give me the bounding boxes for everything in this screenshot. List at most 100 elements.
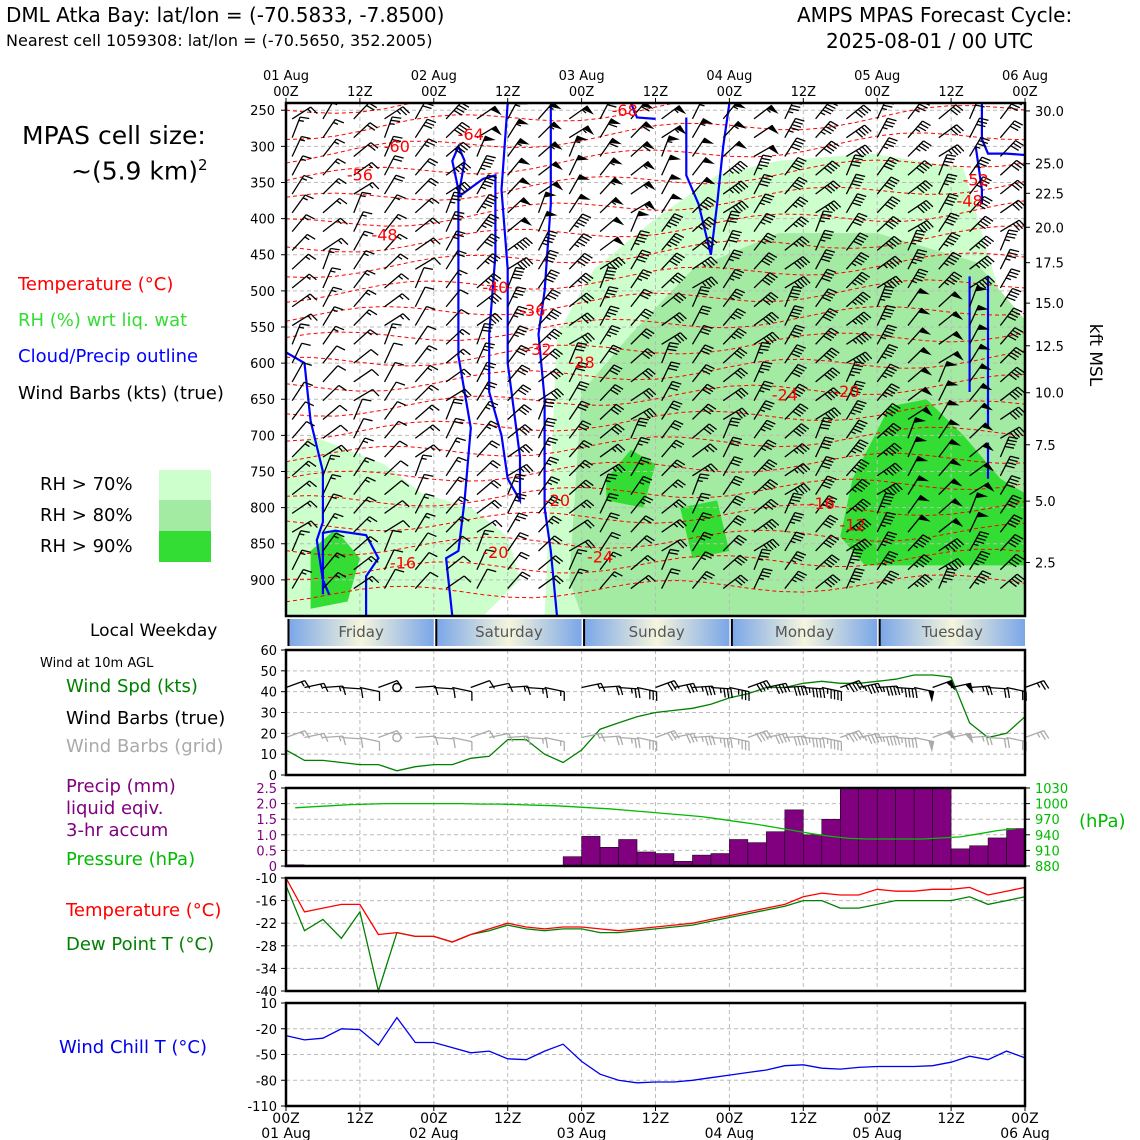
wind-barb-feather [760, 386, 771, 391]
wind-barb-feather [948, 276, 958, 283]
wind-barb-feather [454, 129, 463, 136]
wind-barb-feather [547, 252, 558, 257]
wind-barb [815, 327, 832, 345]
wind-barb-grid-feather [911, 738, 915, 748]
precip-bar [987, 837, 1007, 867]
wind-barb-feather [891, 383, 900, 389]
wind-barb-feather [335, 532, 345, 538]
wind-barb-feather [979, 220, 989, 227]
wind-barb-half-feather [729, 169, 734, 174]
wind-barb-feather [888, 259, 897, 268]
wind-barb-feather [428, 345, 438, 351]
precip-panel [286, 787, 1026, 867]
wind-barb-feather [644, 495, 654, 501]
wind-barb-feather [1045, 314, 1052, 320]
wind-barb [846, 311, 865, 327]
wind-barb-feather [825, 332, 835, 339]
wind-barb-feather [642, 498, 651, 504]
wind-barb-flag [700, 117, 714, 124]
wind-barb-feather [798, 238, 807, 246]
wind-barb-feather [759, 555, 769, 558]
wind-barb-feather [979, 159, 989, 165]
wind-barb-feather [549, 456, 560, 461]
wind-barb-feather [948, 173, 958, 177]
wind-barb [876, 305, 888, 326]
wind-barb [969, 137, 982, 157]
wind-barb-feather [607, 311, 617, 316]
windchill-y-tick-label: -50 [256, 1049, 277, 1064]
wind-barb-feather [792, 143, 802, 148]
wind-barb-feather [792, 495, 802, 499]
wind-barb-flag [917, 514, 931, 522]
wind-barb-true-feather [726, 688, 730, 698]
wind-barb-feather [830, 327, 839, 334]
wind-barb-half-feather [426, 347, 432, 352]
wind-barb-feather [795, 324, 805, 329]
wind-barb-half-feather [790, 540, 796, 544]
wind-barb-feather [823, 542, 832, 549]
wind-barb-feather [796, 344, 806, 349]
wind-barb-flag [916, 494, 930, 502]
wind-barb [815, 210, 825, 232]
wind-barb-feather [857, 296, 866, 303]
wind-barb [568, 519, 588, 533]
wind-barb-grid [359, 736, 380, 743]
wind-barb [445, 103, 462, 120]
temperature-y-tick-label: -22 [256, 917, 277, 932]
wind-barb [876, 482, 897, 496]
wind-barb-half-feather [730, 335, 736, 340]
wind-barb-feather [703, 366, 713, 373]
wind-barb [999, 553, 1017, 571]
wind-barb-feather [306, 233, 316, 240]
wind-barb [414, 217, 433, 233]
wind-barb-feather [1041, 464, 1049, 468]
wind-barb-feather [832, 180, 841, 188]
wind-barb-half-feather [454, 440, 461, 444]
wind-barb-half-feather [306, 295, 312, 300]
wind-barb-feather [1009, 125, 1019, 132]
wind-barb-feather [890, 176, 900, 182]
wind-barb [291, 362, 304, 383]
wind-barb-true-half-feather [597, 683, 601, 690]
wind-barb-half-feather [306, 502, 312, 507]
wind-barb [846, 518, 865, 533]
wind-barb [999, 494, 1014, 514]
wind-barb-flag [916, 475, 930, 482]
wind-barb-feather [857, 193, 867, 198]
wind-barb [291, 401, 306, 420]
wind-barb-feather [400, 460, 409, 467]
wind-barb [722, 574, 742, 590]
wind-barb [815, 417, 825, 439]
wind-barb [876, 324, 889, 345]
wind-barb-feather [639, 439, 649, 444]
wind-barb-feather [454, 398, 464, 402]
pressure-tick-label: 700 [250, 429, 275, 444]
wind-barb-feather [795, 159, 805, 165]
wind-barb-half-feather [304, 443, 310, 448]
wind-barb [445, 418, 457, 439]
wind-barb-feather [857, 109, 866, 116]
wind-barb-feather [853, 386, 863, 391]
wind-barb-feather [460, 163, 469, 171]
wind-barb-feather [517, 369, 526, 376]
wind-barb-feather [459, 476, 468, 482]
wind-barb [414, 404, 433, 420]
wind-barb-feather [855, 173, 866, 178]
wind-barb-feather [857, 399, 867, 405]
wind-barb-grid-feather [775, 735, 781, 745]
wind-barb-feather [335, 118, 345, 124]
wind-barb-grid-feather [1043, 730, 1050, 739]
wind-barb-feather [822, 316, 832, 322]
wind-barb [907, 140, 924, 157]
wind-barb-half-feather [948, 149, 953, 155]
wind-barb [445, 535, 463, 552]
wind-barb [753, 154, 764, 176]
wind-barb-half-feather [512, 295, 518, 299]
wind-barb-half-feather [644, 204, 649, 209]
wind-barb-flag [915, 455, 929, 462]
wind-barb-feather [1014, 534, 1024, 540]
wind-barb [476, 499, 495, 514]
wind-barb [599, 286, 610, 308]
wind-barb-feather [423, 124, 433, 129]
wind-barb-feather [792, 537, 802, 542]
